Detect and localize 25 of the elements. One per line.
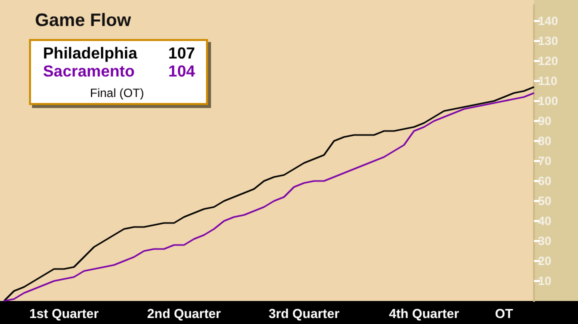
text: Sacramento: [43, 64, 135, 80]
text: Philadelphia: [43, 46, 138, 62]
y-tick-label: 120: [538, 54, 558, 68]
annotation: 104: [168, 64, 196, 80]
x-tick-label: 3rd Quarter: [268, 306, 340, 321]
y-tick-label: 30: [538, 234, 552, 248]
y-tick-label: 130: [538, 34, 558, 48]
y-tick-label: 10: [538, 274, 552, 288]
annotation: 107: [168, 46, 196, 62]
y-tick-label: 100: [538, 94, 558, 108]
y-tick-label: 90: [538, 114, 552, 128]
x-tick-label: 1st Quarter: [29, 306, 99, 321]
y-tick-label: 80: [538, 134, 552, 148]
y-tick-label: 70: [538, 154, 552, 168]
chart-title: Game Flow: [35, 10, 132, 30]
y-tick-label: 60: [538, 174, 552, 188]
y-tick-label: 40: [538, 214, 552, 228]
x-tick-label: 4th Quarter: [388, 306, 460, 321]
annotation: Final (OT): [90, 86, 144, 100]
y-tick-label: 50: [538, 194, 552, 208]
y-tick-label: 110: [538, 74, 558, 88]
x-tick-label: OT: [494, 306, 514, 321]
y-tick-label: 20: [538, 254, 552, 268]
x-tick-label: 2nd Quarter: [147, 306, 221, 321]
y-tick-label: 140: [538, 14, 558, 28]
